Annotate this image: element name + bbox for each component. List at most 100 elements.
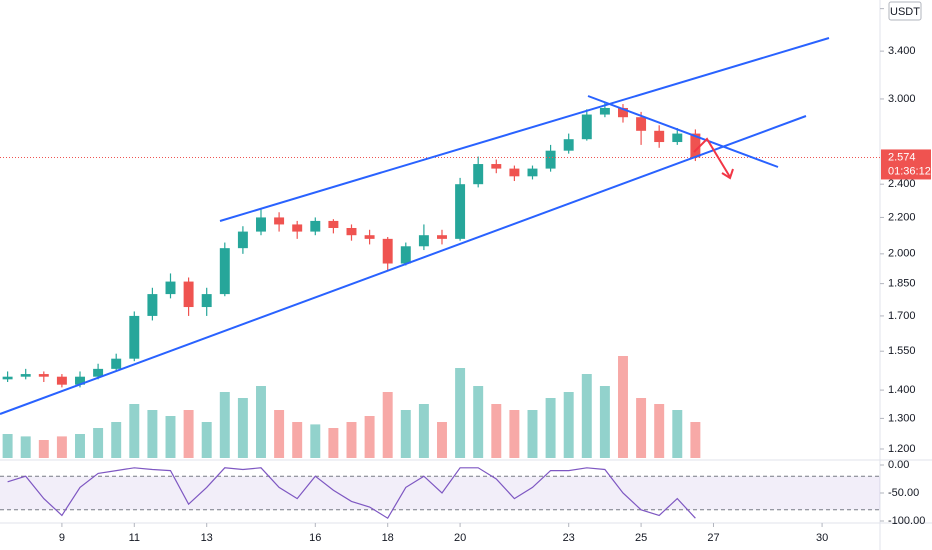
countdown: 01:36:12: [888, 165, 931, 177]
volume-bar: [111, 422, 122, 458]
candle-body: [38, 374, 49, 377]
volume-bar: [183, 410, 194, 458]
oscillator-tick-label: -100.00: [888, 515, 925, 527]
volume-bar: [545, 398, 556, 458]
candle-body: [418, 235, 429, 247]
candle-body: [93, 368, 104, 377]
drawings: [0, 37, 830, 415]
y-tick-label: 2.000: [888, 248, 916, 260]
y-tick-label: 1.700: [888, 310, 916, 322]
candle-body: [20, 374, 31, 377]
x-tick-label: 13: [201, 532, 213, 544]
volume-bar: [382, 392, 393, 458]
arrow-head: [721, 168, 734, 180]
volume-bar: [2, 434, 13, 458]
candle-body: [581, 114, 592, 140]
volume-bar: [310, 424, 321, 458]
candle-body: [201, 294, 212, 308]
candle-body: [237, 231, 248, 249]
x-tick-label: 11: [129, 532, 140, 544]
candle-body: [111, 358, 122, 369]
candle-body: [599, 107, 610, 115]
forecast-arrow: [693, 137, 731, 178]
volume-bar: [690, 422, 701, 458]
volume-bar: [219, 392, 230, 458]
volume-bar: [20, 436, 31, 458]
oscillator-tick-label: 0.00: [888, 459, 909, 471]
oscillator-line: [7, 467, 696, 520]
x-tick-label: 9: [59, 532, 65, 544]
x-tick-label: 16: [309, 532, 321, 544]
volume-bar: [636, 398, 647, 458]
candle-body: [346, 227, 357, 236]
volume-bar: [563, 392, 574, 458]
volume-bar: [75, 434, 85, 458]
oscillator-band: [0, 476, 880, 510]
candle-body: [328, 220, 339, 228]
volume-bar: [400, 410, 411, 458]
candle-body: [219, 248, 230, 295]
channel-lower: [0, 115, 807, 415]
candle-body: [2, 376, 13, 380]
candle-body: [400, 246, 411, 264]
volume-bar: [418, 404, 429, 458]
candle-body: [636, 117, 647, 131]
currency-box[interactable]: [888, 1, 922, 21]
candle-body: [527, 168, 538, 177]
volume-bar: [237, 398, 248, 458]
volume-bar: [581, 374, 592, 458]
volume-bar: [292, 422, 303, 458]
volume-bar: [147, 410, 158, 458]
y-tick-label: 2.400: [888, 178, 916, 190]
currency: USDT: [890, 6, 920, 18]
trend-line: [587, 95, 779, 168]
volume-bar: [201, 422, 212, 458]
volume-bar: [256, 386, 266, 458]
candle-body: [75, 376, 85, 385]
candle-body: [56, 376, 67, 385]
candle-body: [147, 294, 158, 316]
y-tick-label: 1.200: [888, 443, 916, 455]
volume-bar: [38, 440, 49, 458]
candle-body: [183, 281, 194, 308]
volume-bar: [654, 404, 665, 458]
y-tick-label: 1.850: [888, 278, 916, 290]
candle-body: [165, 281, 176, 295]
last-price-label: 2.574: [888, 151, 916, 163]
volume-bar: [346, 422, 357, 458]
candle-body: [455, 184, 466, 239]
volume-bar: [328, 428, 339, 458]
volume-bar: [672, 410, 683, 458]
volume-bar: [364, 416, 375, 458]
candle-body: [509, 168, 520, 177]
candle-body: [672, 133, 683, 143]
y-tick-label: 1.550: [888, 345, 916, 357]
y-tick-label: 1.300: [888, 412, 916, 424]
volume-bar: [274, 410, 285, 458]
candle-body: [437, 235, 447, 239]
candle-body: [129, 315, 140, 359]
last-price-box: [881, 149, 931, 180]
candle-body: [256, 217, 266, 232]
x-tick-label: 27: [707, 532, 719, 544]
candle-body: [274, 217, 285, 225]
y-tick-label: 3.000: [888, 93, 916, 105]
candle-body: [654, 130, 665, 143]
volume-bar: [56, 436, 67, 458]
volume-bar: [129, 404, 140, 458]
price-box: 2.574 01:36:12: [881, 149, 931, 180]
volume-bar: [599, 386, 610, 458]
x-tick-label: 23: [563, 532, 575, 544]
volume-bar: [165, 416, 176, 458]
y-tick-label: 3.400: [888, 45, 916, 57]
candle-body: [310, 220, 321, 232]
candle-body: [563, 139, 574, 151]
candle-body: [364, 235, 375, 239]
x-tick-label: 20: [454, 532, 466, 544]
marks: 3.8003.4003.0002.4002.2002.0001.8501.700…: [0, 3, 925, 544]
volume-bar: [509, 410, 520, 458]
x-tick-label: 18: [382, 532, 394, 544]
candle-body: [618, 107, 628, 118]
